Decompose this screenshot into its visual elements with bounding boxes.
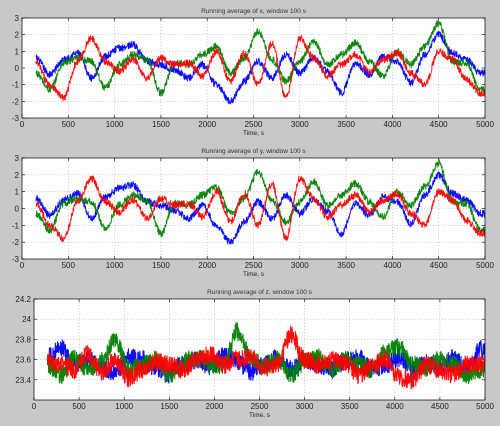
y-tick-label: 23.4 — [15, 376, 31, 385]
x-tick-label: 500 — [72, 402, 86, 411]
chart-panel-2: 0 500 1000 1500 2000 2500 3000 3500 4000 4500 5000… — [12, 148, 495, 278]
x-tick-label: 3500 — [337, 120, 355, 129]
x-tick-label: 2000 — [206, 402, 224, 411]
y-tick-label: -2 — [12, 97, 20, 106]
y-tick-label: 2 — [15, 171, 20, 180]
x-tick-label: 1500 — [152, 261, 170, 270]
x-tick-label: 1500 — [152, 120, 170, 129]
x-axis-label: Time, s — [243, 271, 265, 278]
chart-title: Running average of x, window 100 s — [201, 8, 307, 15]
y-tick-label: -3 — [12, 114, 20, 123]
y-tick-label: -1 — [12, 81, 20, 90]
x-tick-label: 0 — [32, 402, 37, 411]
y-tick-label: 24.2 — [15, 295, 31, 304]
x-tick-label: 2500 — [245, 120, 263, 129]
x-tick-label: 0 — [20, 120, 25, 129]
series-line-2 — [35, 20, 485, 97]
axes-frame — [21, 157, 486, 260]
y-tick-label: 3 — [15, 14, 20, 23]
x-tick-label: 4000 — [384, 261, 402, 270]
series-line-1 — [35, 30, 485, 105]
y-tick-label: 1 — [15, 47, 20, 56]
series-group — [35, 20, 485, 105]
series-group — [46, 322, 485, 390]
y-tick-label: 2 — [15, 31, 20, 40]
x-tick-label: 4500 — [431, 402, 449, 411]
y-tick-label: 0 — [15, 64, 20, 73]
x-tick-label: 2000 — [198, 261, 216, 270]
x-tick-label: 1000 — [106, 261, 124, 270]
x-tick-label: 2000 — [198, 120, 216, 129]
x-tick-label: 4000 — [386, 402, 404, 411]
x-tick-label: 5000 — [476, 261, 494, 270]
chart-panel-1: 0 500 1000 1500 2000 2500 3000 3500 4000 4500 5000… — [12, 8, 495, 137]
chart-panel-3: 0 500 1000 1500 2000 2500 3000 3500 4000 4500 5000… — [15, 289, 494, 419]
x-axis-label: Time, s — [249, 412, 271, 419]
x-tick-label: 0 — [20, 261, 25, 270]
x-tick-label: 3500 — [337, 261, 355, 270]
series-line-2 — [35, 159, 485, 238]
x-tick-label: 4000 — [384, 120, 402, 129]
x-tick-label: 2500 — [251, 402, 269, 411]
axes-frame — [21, 17, 486, 119]
x-tick-label: 3500 — [341, 402, 359, 411]
series-group — [35, 159, 485, 245]
chart-title: Running average of z, window 100 s — [207, 289, 313, 296]
y-tick-label: -3 — [12, 255, 20, 264]
x-tick-label: 3000 — [291, 120, 309, 129]
y-tick-label: -2 — [12, 238, 20, 247]
x-tick-label: 3000 — [296, 402, 314, 411]
x-tick-label: 4500 — [430, 261, 448, 270]
y-tick-label: -1 — [12, 221, 20, 230]
x-tick-label: 500 — [62, 261, 76, 270]
x-tick-label: 5000 — [476, 402, 494, 411]
x-tick-label: 1500 — [160, 402, 178, 411]
series-line-3 — [35, 34, 485, 102]
y-tick-label: 23.6 — [15, 356, 31, 365]
x-tick-label: 500 — [62, 120, 76, 129]
x-tick-label: 2500 — [245, 261, 263, 270]
x-tick-label: 1000 — [106, 120, 124, 129]
y-tick-label: 24 — [22, 315, 31, 324]
y-tick-label: 0 — [15, 205, 20, 214]
y-tick-label: 1 — [15, 188, 20, 197]
chart-title: Running average of y, window 100 s — [201, 148, 306, 155]
series-line-3 — [46, 325, 485, 390]
x-tick-label: 1000 — [115, 402, 133, 411]
series-line-3 — [35, 175, 485, 243]
y-tick-label: 3 — [15, 154, 20, 163]
axes-frame — [33, 298, 486, 401]
series-line-1 — [35, 171, 485, 245]
x-axis-label: Time, s — [243, 130, 265, 137]
x-tick-label: 4500 — [430, 120, 448, 129]
x-tick-label: 5000 — [476, 120, 494, 129]
y-tick-label: 23.8 — [15, 335, 31, 344]
x-tick-label: 3000 — [291, 261, 309, 270]
